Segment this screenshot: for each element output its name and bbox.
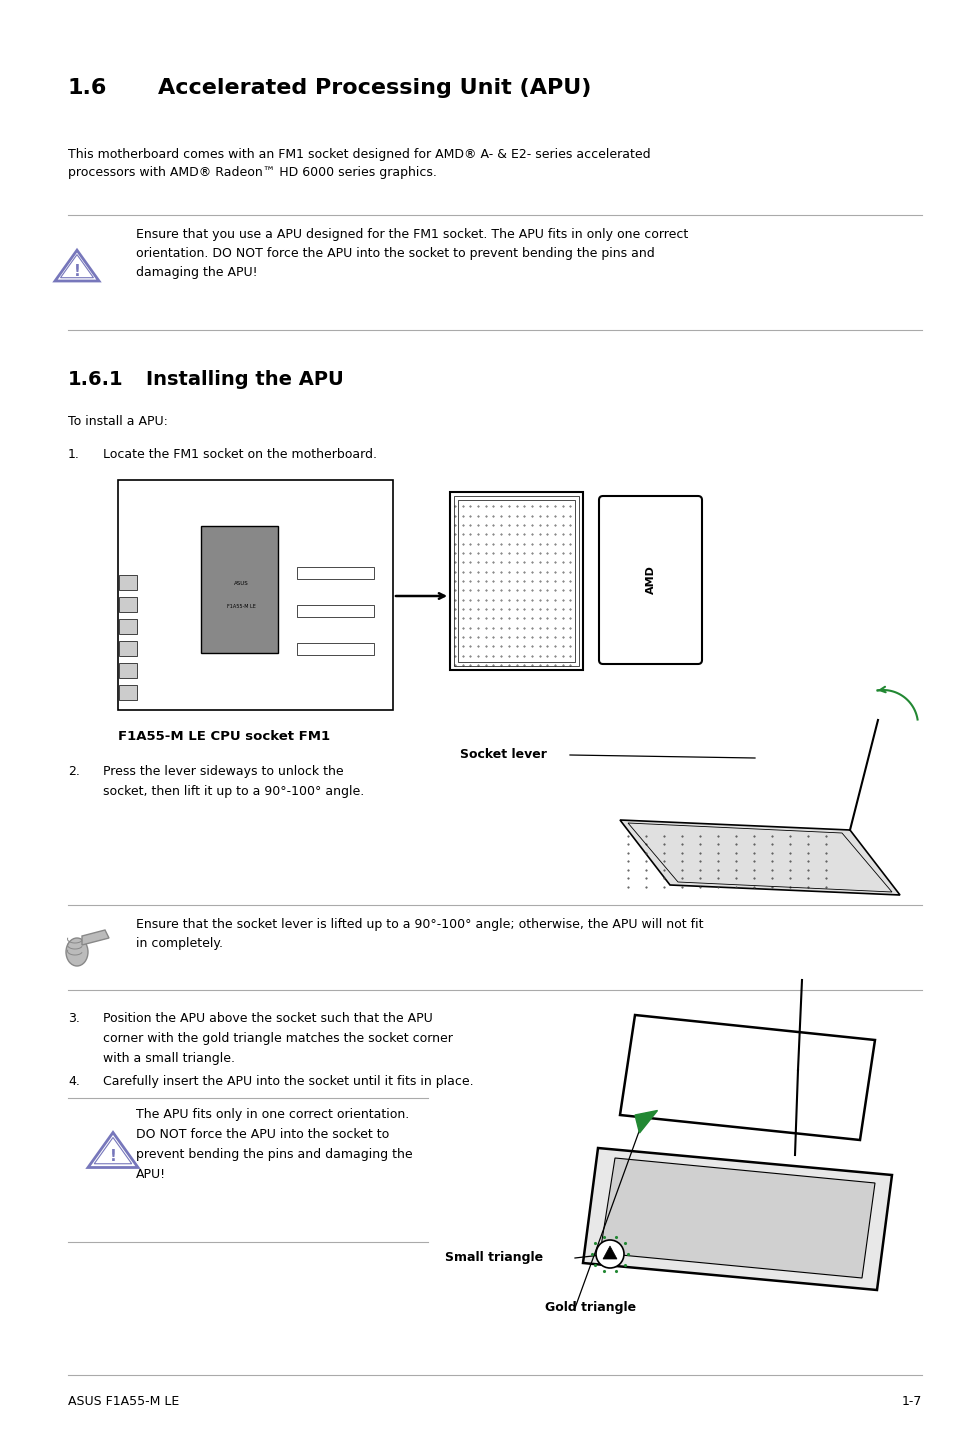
- Text: APU!: APU!: [136, 1169, 166, 1181]
- Ellipse shape: [66, 938, 88, 967]
- Text: Ensure that you use a APU designed for the FM1 socket. The APU fits in only one : Ensure that you use a APU designed for t…: [136, 228, 687, 241]
- Bar: [119, 684, 137, 700]
- Text: The APU fits only in one correct orientation.: The APU fits only in one correct orienta…: [136, 1108, 409, 1121]
- Text: socket, then lift it up to a 90°-100° angle.: socket, then lift it up to a 90°-100° an…: [103, 785, 364, 798]
- Bar: [457, 500, 575, 662]
- Bar: [119, 597, 137, 611]
- Text: orientation. DO NOT force the APU into the socket to prevent bending the pins an: orientation. DO NOT force the APU into t…: [136, 246, 654, 261]
- Text: ASUS F1A55-M LE: ASUS F1A55-M LE: [68, 1395, 179, 1408]
- Text: in completely.: in completely.: [136, 937, 223, 949]
- Bar: [119, 576, 137, 590]
- Circle shape: [596, 1240, 623, 1267]
- Text: 1.6: 1.6: [68, 77, 108, 97]
- Polygon shape: [619, 1015, 874, 1140]
- Bar: [119, 619, 137, 634]
- Text: 4.: 4.: [68, 1075, 80, 1088]
- Text: !: !: [110, 1148, 116, 1164]
- Text: Ensure that the socket lever is lifted up to a 90°-100° angle; otherwise, the AP: Ensure that the socket lever is lifted u…: [136, 918, 702, 931]
- Polygon shape: [82, 929, 109, 945]
- Bar: [296, 567, 374, 579]
- Polygon shape: [619, 821, 899, 895]
- Bar: [454, 495, 578, 666]
- Text: F1A55-M LE CPU socket FM1: F1A55-M LE CPU socket FM1: [118, 730, 330, 743]
- Text: 1-7: 1-7: [901, 1395, 921, 1408]
- Text: Locate the FM1 socket on the motherboard.: Locate the FM1 socket on the motherboard…: [103, 448, 376, 461]
- Text: Position the APU above the socket such that the APU: Position the APU above the socket such t…: [103, 1012, 433, 1025]
- Text: DO NOT force the APU into the socket to: DO NOT force the APU into the socket to: [136, 1128, 389, 1141]
- Polygon shape: [582, 1148, 891, 1290]
- Text: !: !: [73, 263, 80, 279]
- Text: 2.: 2.: [68, 765, 80, 778]
- Polygon shape: [55, 251, 99, 281]
- Text: 1.: 1.: [68, 448, 80, 461]
- Text: corner with the gold triangle matches the socket corner: corner with the gold triangle matches th…: [103, 1032, 453, 1045]
- Text: 1.6.1: 1.6.1: [68, 369, 124, 390]
- Text: ASUS: ASUS: [234, 581, 249, 586]
- Text: Gold triangle: Gold triangle: [544, 1302, 636, 1315]
- Text: with a small triangle.: with a small triangle.: [103, 1053, 234, 1065]
- Text: Installing the APU: Installing the APU: [146, 369, 343, 390]
- Bar: [296, 643, 374, 654]
- Text: Small triangle: Small triangle: [444, 1252, 542, 1264]
- Bar: [119, 642, 137, 656]
- Text: To install a APU:: To install a APU:: [68, 415, 168, 428]
- Polygon shape: [599, 1158, 874, 1277]
- Polygon shape: [602, 1246, 617, 1259]
- Text: AMD: AMD: [645, 566, 655, 594]
- Text: damaging the APU!: damaging the APU!: [136, 266, 257, 279]
- FancyBboxPatch shape: [598, 495, 701, 664]
- Text: Accelerated Processing Unit (APU): Accelerated Processing Unit (APU): [158, 77, 591, 97]
- Bar: [119, 663, 137, 677]
- Bar: [450, 493, 582, 670]
- Text: processors with AMD® Radeon™ HD 6000 series graphics.: processors with AMD® Radeon™ HD 6000 ser…: [68, 166, 436, 179]
- Text: prevent bending the pins and damaging the: prevent bending the pins and damaging th…: [136, 1148, 413, 1161]
- Bar: [118, 480, 393, 710]
- Text: Socket lever: Socket lever: [459, 749, 546, 762]
- Bar: [200, 526, 277, 653]
- Text: F1A55-M LE: F1A55-M LE: [227, 604, 256, 609]
- Bar: [296, 604, 374, 617]
- Polygon shape: [88, 1133, 138, 1167]
- Text: 3.: 3.: [68, 1012, 80, 1025]
- Polygon shape: [635, 1110, 657, 1133]
- Text: Carefully insert the APU into the socket until it fits in place.: Carefully insert the APU into the socket…: [103, 1075, 473, 1088]
- Text: This motherboard comes with an FM1 socket designed for AMD® A- & E2- series acce: This motherboard comes with an FM1 socke…: [68, 147, 650, 160]
- Text: Press the lever sideways to unlock the: Press the lever sideways to unlock the: [103, 765, 343, 778]
